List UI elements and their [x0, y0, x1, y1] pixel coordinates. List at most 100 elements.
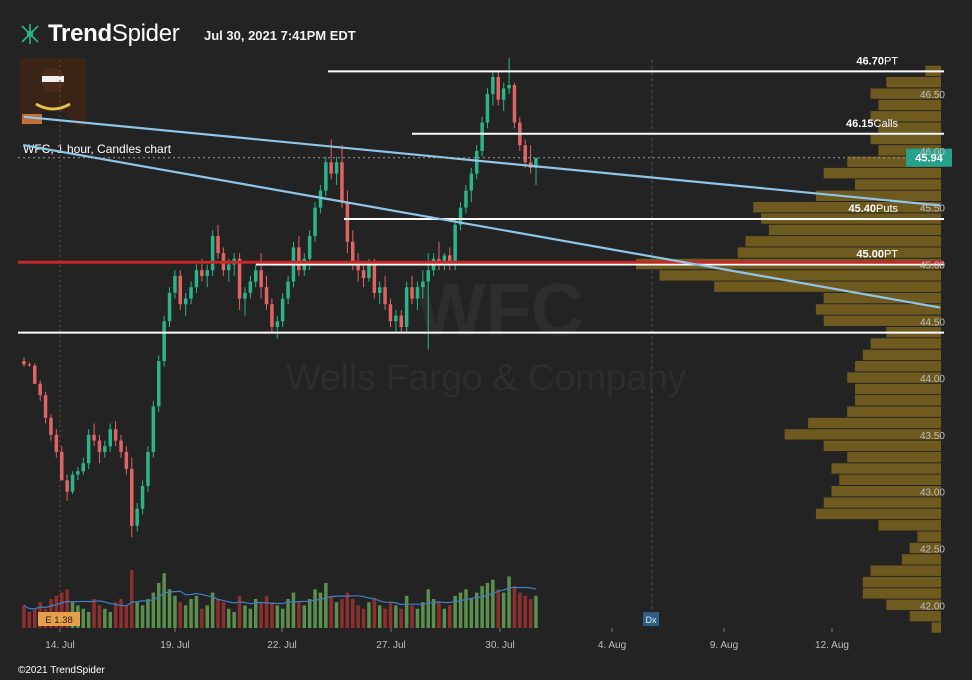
volume-bar: [275, 605, 280, 628]
volume-moving-average: [23, 586, 537, 610]
candle-body: [183, 298, 188, 305]
volume-bar: [86, 611, 91, 628]
volume-profile-bar: [870, 88, 941, 99]
volume-bar: [388, 602, 393, 628]
volume-profile-bar: [745, 236, 941, 247]
candle-body: [297, 247, 301, 271]
candle-body: [92, 434, 96, 441]
volume-bar: [135, 602, 139, 628]
brand-name-light: Spider: [111, 20, 180, 47]
volume-bar: [523, 595, 527, 628]
volume-bar: [113, 602, 118, 628]
candle-body: [453, 224, 457, 265]
volume-bar: [361, 608, 366, 628]
volume-bar: [458, 592, 463, 628]
volume-profile-bar: [878, 99, 941, 111]
volume-profile-bar: [855, 179, 941, 190]
candle-body: [49, 417, 53, 435]
candle-body: [356, 264, 360, 271]
volume-profile-bar: [886, 77, 941, 88]
price-level-label: 45.00PT: [856, 249, 898, 261]
volume-profile-bar: [855, 395, 941, 406]
candle-body: [227, 264, 231, 271]
volume-bar: [415, 608, 420, 628]
volume-bar: [205, 605, 209, 628]
volume-profile-bar: [753, 202, 941, 213]
candle-body: [496, 77, 500, 100]
volume-bar: [210, 592, 215, 628]
volume-profile-bar: [808, 417, 941, 429]
candle-body: [243, 292, 247, 299]
candle-body: [97, 440, 102, 452]
candle-body: [86, 434, 91, 464]
volume-bar: [22, 605, 26, 628]
candle-body: [307, 236, 312, 259]
volume-bar: [254, 599, 258, 628]
watermark-company: Wells Fargo & Company: [286, 357, 687, 398]
volume-bar: [54, 595, 59, 628]
candle-body: [324, 162, 328, 191]
candle-body: [65, 480, 69, 492]
candle-body: [367, 264, 371, 279]
candle-body: [378, 287, 382, 293]
candle-body: [318, 190, 323, 208]
volume-profile-bar: [768, 224, 941, 236]
candle-body: [54, 434, 59, 452]
candle-body: [485, 94, 490, 123]
volume-bar: [313, 589, 317, 628]
candle-body: [167, 292, 172, 322]
candle-body: [43, 395, 48, 418]
volume-bar: [442, 608, 447, 628]
candle-body: [280, 298, 285, 322]
earnings-badge: [38, 612, 80, 626]
volume-bar: [124, 605, 129, 628]
price-level-label: 45.40Puts: [848, 203, 898, 215]
candle-body: [248, 281, 253, 293]
volume-bar: [378, 605, 382, 628]
candle-body: [426, 270, 430, 282]
candle-body: [404, 287, 409, 327]
volume-bar: [183, 605, 188, 628]
candle-body: [388, 304, 393, 322]
volume-bar: [151, 592, 156, 628]
volume-profile-bar: [847, 451, 941, 463]
volume-bar: [140, 605, 145, 628]
spider-logo-icon: [21, 24, 39, 44]
volume-bar: [507, 576, 511, 628]
y-tick-label: 43.00: [920, 488, 945, 499]
volume-bar: [108, 611, 112, 628]
volume-bar: [453, 595, 457, 628]
volume-bar: [404, 595, 409, 628]
volume-bar: [356, 605, 360, 628]
volume-bar: [243, 605, 247, 628]
candle-body: [475, 150, 479, 174]
trendline: [23, 115, 941, 207]
volume-profile-bar: [855, 361, 941, 372]
candle-body: [399, 315, 403, 327]
price-level-label: 46.15Calls: [846, 118, 898, 130]
volume-profile-bar: [659, 270, 941, 281]
volume-profile-bar: [815, 304, 941, 315]
volume-profile-bar: [815, 508, 941, 520]
candle-body: [394, 315, 398, 322]
candle-body: [210, 236, 215, 271]
volume-bar: [232, 611, 236, 628]
candle-body: [458, 207, 463, 225]
volume-bar: [216, 599, 220, 628]
volume-bar: [394, 605, 398, 628]
x-tick-label: 4. Aug: [598, 640, 626, 651]
volume-profile-bar: [886, 599, 941, 610]
candle-body: [464, 190, 468, 208]
x-tick-label: 22. Jul: [267, 640, 296, 651]
y-tick-label: 46.00: [920, 147, 945, 158]
volume-profile-bar: [878, 520, 941, 531]
volume-bar: [81, 608, 85, 628]
volume-bar: [221, 602, 226, 628]
volume-profile-bar: [847, 156, 941, 167]
volume-profile-bar: [823, 440, 941, 451]
candle-body: [178, 275, 182, 305]
candle-body: [124, 451, 129, 469]
candle-body: [22, 361, 26, 365]
